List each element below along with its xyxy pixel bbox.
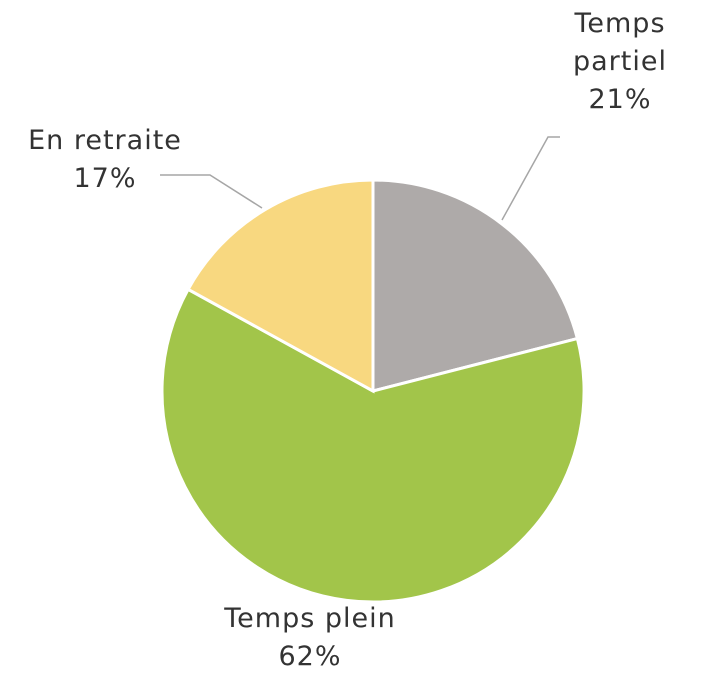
slice-label: Temps plein 62% bbox=[200, 600, 420, 673]
pie-slice bbox=[186, 178, 375, 394]
slice-label: Temps partiel 21% bbox=[560, 5, 680, 119]
pie-slice bbox=[160, 287, 586, 604]
category-label: Temps partiel bbox=[573, 8, 667, 77]
value-label: 62% bbox=[278, 641, 342, 672]
value-label: 17% bbox=[73, 163, 137, 194]
value-label: 21% bbox=[588, 84, 652, 115]
leader-line bbox=[501, 136, 560, 221]
category-label: En retraite bbox=[28, 125, 182, 156]
leader-line bbox=[160, 174, 263, 209]
slice-label: En retraite 17% bbox=[10, 122, 200, 198]
pie-slice bbox=[371, 178, 580, 393]
category-label: Temps plein bbox=[224, 603, 396, 634]
